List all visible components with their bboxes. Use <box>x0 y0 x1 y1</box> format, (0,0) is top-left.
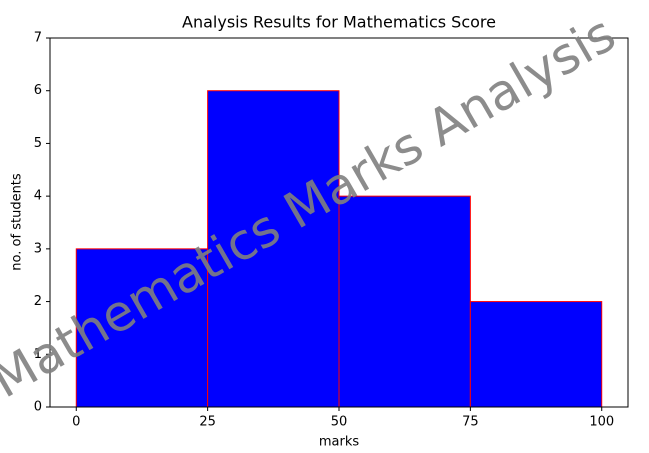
bar <box>469 301 603 408</box>
y-tick-label: 4 <box>34 189 42 204</box>
x-tick-label: 50 <box>331 415 348 430</box>
x-tick-label: 100 <box>589 415 614 430</box>
y-tick-label: 6 <box>34 83 42 98</box>
bar <box>338 195 471 408</box>
y-tick-label: 7 <box>34 31 42 46</box>
y-tick-label: 0 <box>34 400 42 415</box>
y-tick-label: 5 <box>34 136 42 151</box>
chart-title: Analysis Results for Mathematics Score <box>182 13 496 32</box>
y-axis-label: no. of students <box>10 173 25 271</box>
bar <box>207 90 340 408</box>
bar <box>75 248 209 408</box>
x-tick-label: 0 <box>72 415 80 430</box>
x-axis-label: marks <box>319 435 360 450</box>
y-tick-label: 2 <box>34 294 42 309</box>
x-tick-label: 75 <box>462 415 479 430</box>
y-tick-label: 1 <box>34 347 42 362</box>
x-tick-label: 25 <box>199 415 216 430</box>
y-tick-label: 3 <box>34 241 42 256</box>
